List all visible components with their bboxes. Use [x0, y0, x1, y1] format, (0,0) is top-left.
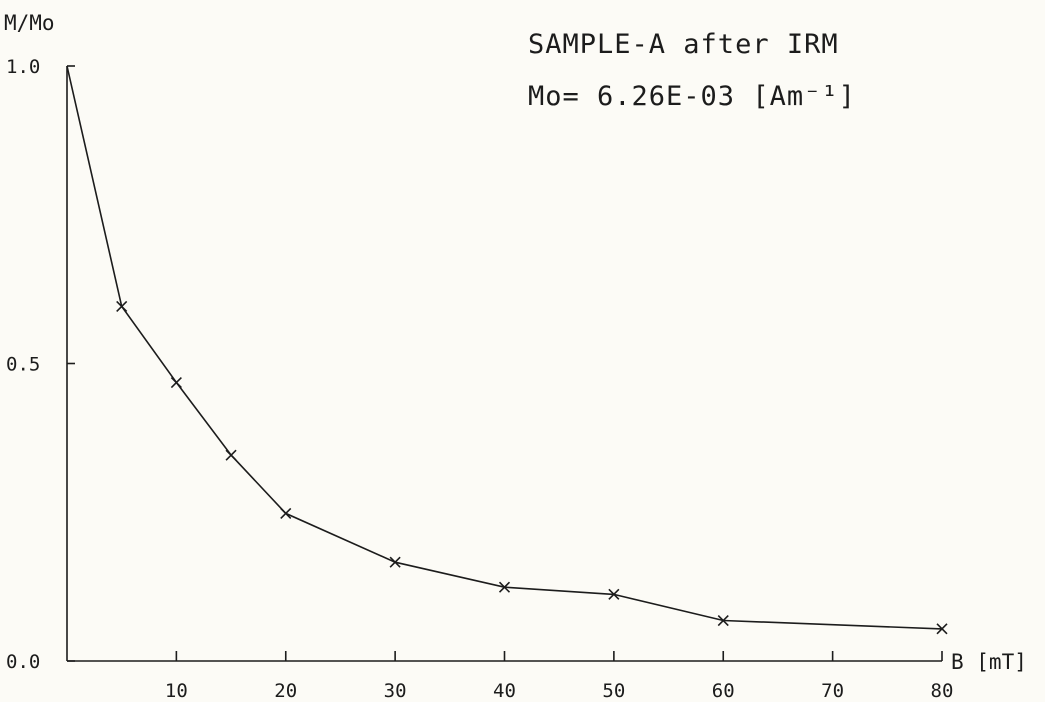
data-point: [717, 614, 729, 627]
data-point: [280, 507, 292, 520]
y-tick-label: 1.0: [6, 56, 40, 78]
x-tick-label: 40: [493, 680, 516, 702]
x-tick-label: 10: [165, 680, 188, 702]
x-tick-label: 80: [931, 680, 954, 702]
y-tick-label: 0.5: [6, 354, 40, 376]
data-point-stroke: [498, 581, 511, 593]
chart-title: SAMPLE-A after IRM: [528, 29, 839, 60]
y-tick-label: 0.0: [6, 651, 40, 673]
data-point-stroke: [280, 507, 292, 520]
ticks: 10 20 30 40 50 60 70 80 0.0 0.5 1.0: [6, 56, 953, 702]
data-point: [225, 449, 237, 461]
data-point: [170, 376, 182, 389]
data-point: [608, 588, 620, 600]
x-tick-label: 70: [821, 680, 844, 702]
x-tick-label: 50: [602, 680, 625, 702]
data-point-stroke: [389, 556, 401, 568]
data-point-stroke: [225, 449, 237, 461]
x-axis-title: B [mT]: [951, 650, 1027, 674]
data-point: [389, 556, 401, 568]
x-tick-label: 60: [712, 680, 735, 702]
x-tick-label: 20: [274, 680, 297, 702]
axes: [66, 66, 942, 662]
data-point: [498, 581, 511, 593]
data-point-stroke: [936, 623, 948, 635]
data-point-stroke: [170, 376, 182, 389]
data-point: [116, 300, 128, 312]
data-point-stroke: [717, 614, 729, 627]
data-point-stroke: [608, 588, 620, 600]
data-point: [936, 623, 948, 635]
data-point-stroke: [116, 300, 128, 312]
chart-subtitle: Mo= 6.26E-03 [Am⁻¹]: [528, 81, 856, 112]
series: [66, 65, 948, 635]
series-line: [66, 65, 943, 630]
x-tick-label: 30: [384, 680, 407, 702]
y-axis-title: M/Mo: [4, 11, 55, 35]
